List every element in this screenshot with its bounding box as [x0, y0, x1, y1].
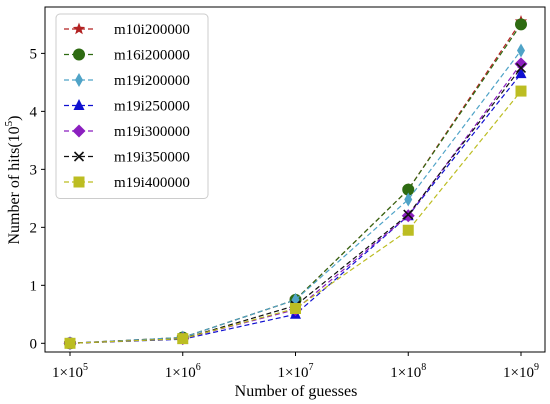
- data-point: [404, 192, 413, 207]
- data-point: [402, 224, 414, 236]
- series-layer: [63, 15, 528, 351]
- legend-item: m19i250000: [64, 99, 190, 115]
- data-point: [515, 62, 527, 73]
- legend-item: m19i350000: [64, 150, 190, 166]
- legend-marker: [73, 151, 85, 162]
- series-m19i400000: [64, 85, 527, 349]
- x-tick-label-base: 1×10: [52, 365, 83, 381]
- x-tick-label-base: 1×10: [390, 365, 421, 381]
- y-tick-label: 3: [30, 162, 38, 178]
- data-point: [401, 209, 415, 223]
- legend-label: m10i200000: [114, 22, 190, 38]
- y-axis-label-unit-close: ): [6, 115, 23, 120]
- legend-item: m19i400000: [64, 175, 190, 191]
- legend: m10i200000 m16i200000 m19i200000 m19i250000…: [55, 13, 209, 199]
- y-tick-label: 5: [30, 46, 38, 62]
- y-tick-label: 4: [30, 104, 38, 120]
- series-line: [69, 50, 522, 344]
- data-point: [514, 57, 528, 71]
- data-point: [177, 333, 189, 345]
- y-axis-label-main: Number of hits: [6, 148, 23, 245]
- legend-marker: [72, 22, 86, 35]
- x-tick-label-base: 1×10: [165, 365, 196, 381]
- data-point: [517, 43, 525, 58]
- legend-label: m19i350000: [114, 150, 190, 166]
- y-tick-label: 2: [30, 220, 38, 236]
- legend-marker: [75, 73, 83, 87]
- y-tick-label: 1: [30, 278, 38, 294]
- y-axis-label-unit-exp: 5: [3, 120, 15, 126]
- x-tick-label: 1×107: [278, 362, 314, 381]
- y-axis-label: Number of hits(105): [3, 115, 23, 244]
- data-point: [290, 303, 301, 315]
- legend-item: m10i200000: [64, 22, 190, 38]
- legend-box: [55, 13, 209, 199]
- legend-item: m19i200000: [64, 73, 190, 89]
- x-tick-label-exp: 6: [196, 362, 201, 373]
- x-tick-label: 1×106: [165, 362, 201, 381]
- y-axis-label-unit-base: (10: [6, 126, 23, 147]
- x-tick-label: 1×109: [503, 362, 539, 381]
- legend-item: m19i300000: [64, 124, 190, 140]
- legend-marker: [73, 176, 85, 188]
- data-point: [515, 18, 527, 31]
- legend-label: m19i200000: [114, 73, 190, 89]
- data-point: [64, 337, 76, 349]
- y-tick-label: 0: [30, 336, 38, 352]
- x-tick-label-exp: 7: [308, 362, 313, 373]
- legend-label: m16i200000: [114, 48, 190, 64]
- x-tick-label-exp: 9: [534, 362, 539, 373]
- x-tick-label-base: 1×10: [503, 365, 534, 381]
- data-point: [515, 67, 527, 79]
- legend-marker: [73, 99, 85, 110]
- x-tick-label-exp: 8: [421, 362, 426, 373]
- legend-marker: [72, 124, 86, 138]
- x-tick-label-base: 1×10: [278, 365, 309, 381]
- data-point: [515, 85, 527, 97]
- x-tick-label-exp: 5: [83, 362, 88, 373]
- legend-marker: [73, 48, 85, 61]
- legend-label: m19i300000: [114, 124, 190, 140]
- data-point: [403, 209, 414, 220]
- x-tick-label: 1×108: [390, 362, 426, 381]
- legend-label: m19i400000: [114, 175, 190, 191]
- x-axis-label: Number of guesses: [235, 383, 358, 400]
- legend-label: m19i250000: [114, 99, 190, 115]
- series-line: [69, 90, 522, 344]
- legend-item: m16i200000: [64, 48, 190, 64]
- x-tick-label: 1×105: [52, 362, 88, 381]
